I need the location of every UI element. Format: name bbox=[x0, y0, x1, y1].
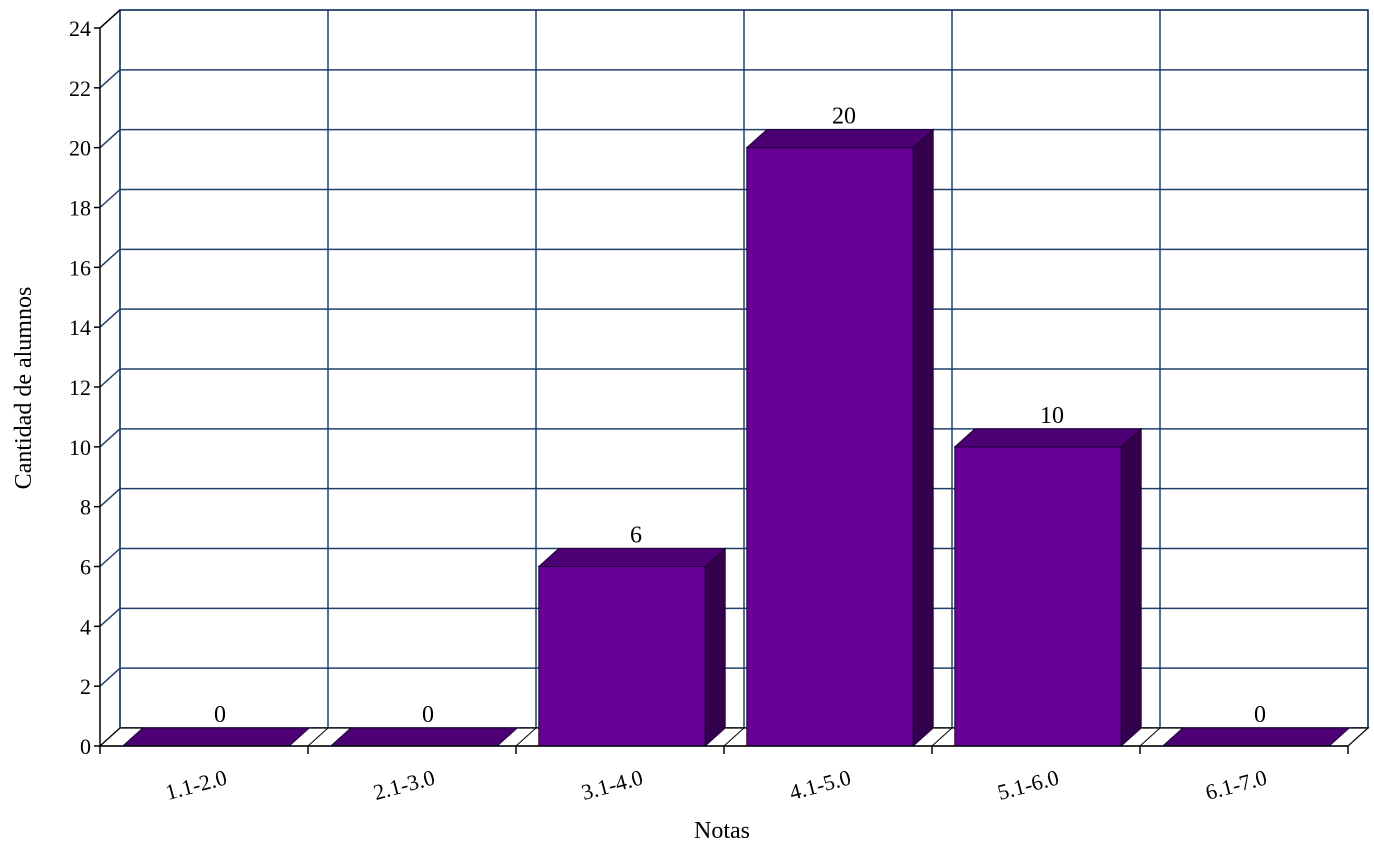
bar-2.1-3.0 bbox=[329, 727, 519, 747]
data-label: 0 bbox=[422, 702, 434, 728]
bar-side bbox=[1120, 427, 1142, 748]
bar-4.1-5.0 bbox=[745, 128, 935, 748]
gridline-side bbox=[99, 547, 121, 568]
x-tick-label: 1.1-2.0 bbox=[163, 765, 230, 805]
data-label: 0 bbox=[214, 702, 226, 728]
y-tick-label: 14 bbox=[69, 315, 91, 340]
bar-3.1-4.0 bbox=[537, 547, 727, 748]
x-tick-labels: 1.1-2.0 2.1-3.0 3.1-4.0 4.1-5.0 5.1-6.0 6.1-7… bbox=[163, 765, 1270, 805]
floor-divider bbox=[723, 727, 745, 747]
bar-front bbox=[954, 446, 1122, 747]
bar-front bbox=[538, 566, 706, 747]
floor-divider bbox=[307, 727, 329, 747]
y-tick-label: 10 bbox=[69, 435, 91, 460]
x-tick-label: 2.1-3.0 bbox=[371, 765, 438, 805]
data-labels: 0 0 6 20 10 0 bbox=[214, 104, 1266, 728]
y-tick-label: 0 bbox=[80, 734, 91, 759]
y-tick-label: 18 bbox=[69, 196, 91, 221]
data-label: 20 bbox=[832, 104, 856, 130]
x-tick-label: 6.1-7.0 bbox=[1203, 765, 1270, 805]
x-tick-label: 5.1-6.0 bbox=[995, 765, 1062, 805]
y-tick-label: 8 bbox=[80, 495, 91, 520]
gridline-side bbox=[99, 188, 121, 209]
y-tick-label: 6 bbox=[80, 555, 91, 580]
gridline-side bbox=[99, 129, 121, 149]
bars bbox=[121, 128, 1351, 748]
data-label: 10 bbox=[1040, 403, 1064, 429]
bar-top bbox=[953, 428, 1143, 448]
bar-side bbox=[912, 128, 934, 748]
x-tick-label: 4.1-5.0 bbox=[787, 765, 854, 805]
bar-top bbox=[329, 727, 519, 747]
bar-top bbox=[1161, 727, 1351, 747]
gridline-side bbox=[99, 69, 121, 89]
gridline-side bbox=[99, 488, 121, 508]
bar-top bbox=[121, 727, 311, 747]
bar-top bbox=[537, 548, 727, 567]
bar-1.1-2.0 bbox=[121, 727, 311, 747]
y-tick-label: 24 bbox=[69, 16, 91, 41]
y-axis-depth bbox=[99, 9, 121, 29]
axes bbox=[94, 9, 1349, 754]
floor-divider bbox=[1139, 727, 1161, 747]
y-tick-label: 4 bbox=[80, 614, 91, 639]
floor-divider bbox=[515, 727, 537, 747]
bar-5.1-6.0 bbox=[953, 427, 1143, 748]
x-tick-label: 3.1-4.0 bbox=[579, 765, 646, 805]
y-tick-label: 22 bbox=[69, 76, 91, 101]
data-label: 0 bbox=[1254, 702, 1266, 728]
gridline-side bbox=[99, 308, 121, 328]
gridline-side bbox=[99, 428, 121, 448]
y-tick-label: 2 bbox=[80, 674, 91, 699]
gridline-side bbox=[99, 667, 121, 687]
bar-top bbox=[745, 129, 935, 149]
x-axis-title: Notas bbox=[694, 818, 750, 844]
bar-front bbox=[746, 147, 914, 747]
data-label: 6 bbox=[630, 523, 642, 549]
y-tick-label: 20 bbox=[69, 136, 91, 161]
gridline-side bbox=[99, 248, 121, 268]
bar-side bbox=[704, 547, 726, 748]
gridline-side bbox=[99, 607, 121, 627]
y-tick-label: 12 bbox=[69, 375, 91, 400]
bar-6.1-7.0 bbox=[1161, 727, 1351, 747]
gridline-side bbox=[99, 368, 121, 388]
y-axis-title: Cantidad de alumnos bbox=[11, 287, 37, 490]
y-tick-label: 16 bbox=[69, 255, 91, 280]
floor-divider bbox=[931, 727, 953, 747]
